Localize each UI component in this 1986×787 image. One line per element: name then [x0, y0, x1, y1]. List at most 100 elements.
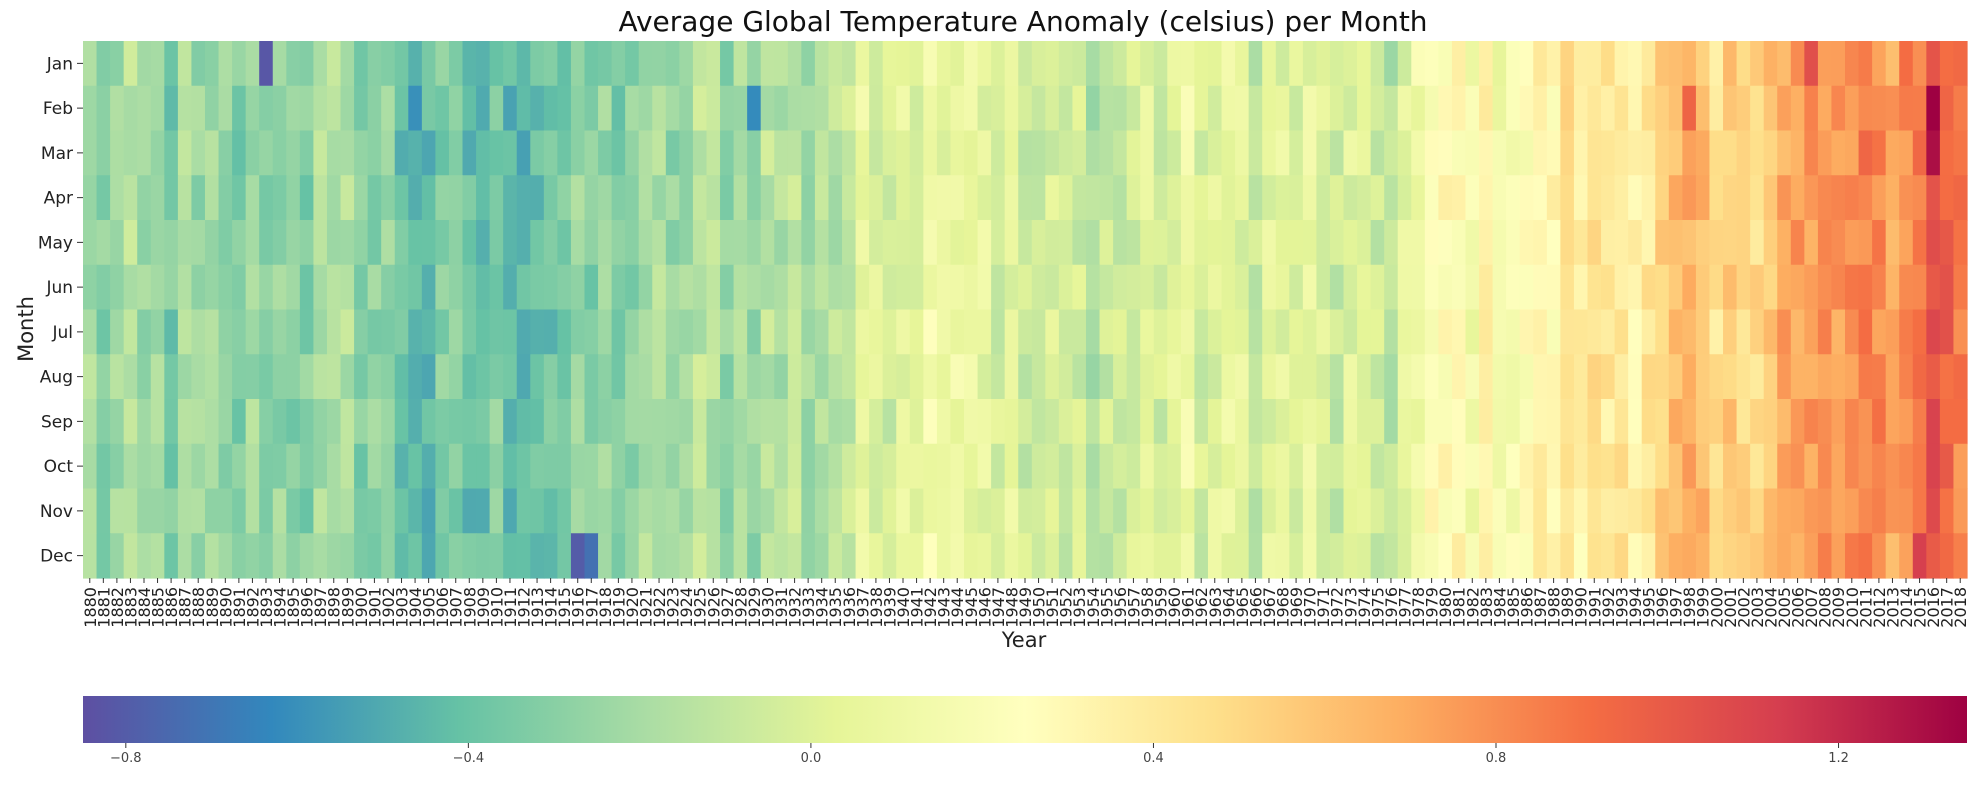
heat-cell — [96, 220, 111, 266]
heat-cell — [1750, 41, 1765, 87]
x-tick-label: 1996 — [1653, 587, 1672, 628]
heat-cell — [503, 488, 518, 534]
heat-cell — [1045, 130, 1060, 176]
heat-cell — [313, 130, 328, 176]
heat-cell — [1573, 264, 1589, 311]
heat-cell — [435, 41, 450, 87]
heat-cell — [1004, 85, 1019, 132]
heat-cell — [747, 309, 762, 355]
heat-cell — [801, 309, 816, 355]
heat-cell — [191, 309, 206, 355]
heat-cell — [869, 443, 884, 490]
heat-cell — [665, 399, 680, 445]
x-tick-label: 1929 — [745, 587, 764, 628]
heat-cell — [598, 41, 613, 87]
heat-cell — [720, 264, 735, 311]
heat-cell — [665, 85, 680, 132]
heat-cell — [1194, 130, 1209, 176]
heat-cell — [1180, 399, 1196, 445]
heat-cell — [96, 533, 111, 579]
x-tick-label: 1912 — [515, 587, 534, 628]
heat-cell — [557, 175, 572, 221]
heat-cell — [1045, 443, 1060, 490]
heat-cell — [1451, 175, 1467, 221]
heat-cell — [1004, 443, 1019, 490]
x-tick-label: 1956 — [1111, 587, 1130, 628]
heat-cell — [706, 533, 721, 579]
heat-cell — [1153, 175, 1168, 221]
heat-cell — [340, 220, 355, 266]
heat-cell — [1614, 309, 1629, 355]
heat-cell — [1858, 41, 1873, 87]
heat-cell — [1601, 264, 1616, 311]
heat-cell — [1329, 85, 1345, 132]
heat-cell — [679, 399, 694, 445]
heat-cell — [814, 85, 830, 132]
y-tick-label: Aug — [40, 368, 73, 388]
heat-cell — [584, 488, 599, 534]
heat-cell — [177, 85, 193, 132]
heat-cell — [326, 399, 342, 445]
heat-cell — [123, 354, 138, 400]
heat-cell — [1072, 41, 1087, 87]
heat-cell — [1533, 85, 1548, 132]
heat-cell — [1912, 309, 1927, 355]
heat-cell — [1736, 175, 1751, 221]
heat-cell — [1790, 130, 1805, 176]
heat-cell — [1126, 309, 1141, 355]
heat-cell — [1126, 399, 1141, 445]
heat-cell — [1845, 220, 1860, 266]
heat-cell — [1045, 175, 1060, 221]
heat-cell — [1573, 130, 1589, 176]
heat-cell — [462, 488, 477, 534]
heat-cell — [1058, 175, 1074, 221]
heat-cell — [936, 399, 952, 445]
heat-cell — [977, 130, 992, 176]
heat-cell — [1601, 130, 1616, 176]
heat-cell — [1519, 399, 1534, 445]
heat-cell — [313, 533, 328, 579]
heat-cell — [1492, 488, 1507, 534]
heat-cell — [1655, 220, 1670, 266]
heat-cell — [272, 443, 287, 490]
heat-cell — [1899, 533, 1914, 579]
heat-cell — [1750, 354, 1765, 400]
heat-cell — [123, 264, 138, 311]
heat-cell — [367, 399, 382, 445]
heat-cell — [1099, 130, 1114, 176]
heat-cell — [476, 533, 491, 579]
heat-cell — [1519, 85, 1534, 132]
heat-cell — [164, 443, 179, 490]
heat-cell — [476, 130, 491, 176]
heat-cell — [123, 488, 138, 534]
heat-cell — [1695, 85, 1711, 132]
heat-cell — [584, 399, 599, 445]
heat-cell — [747, 41, 762, 87]
heat-cell — [638, 175, 653, 221]
heat-cell — [936, 533, 952, 579]
heat-cell — [313, 175, 328, 221]
heat-cell — [286, 41, 301, 87]
heat-cell — [1655, 443, 1670, 490]
heat-cell — [665, 175, 680, 221]
heat-cell — [1777, 533, 1792, 579]
heat-cell — [286, 488, 301, 534]
heat-cell — [1099, 220, 1114, 266]
heat-cell — [462, 85, 477, 132]
heat-cell — [991, 533, 1006, 579]
heat-cell — [936, 41, 952, 87]
heat-cell — [747, 354, 762, 400]
heat-cell — [530, 85, 545, 132]
heat-cell — [1682, 488, 1697, 534]
heat-cell — [1140, 399, 1155, 445]
heat-cell — [1682, 175, 1697, 221]
heat-cell — [1085, 175, 1101, 221]
heat-cell — [882, 443, 897, 490]
heat-cell — [530, 264, 545, 311]
heat-cell — [774, 533, 789, 579]
heat-cell — [1465, 399, 1480, 445]
heat-cell — [408, 264, 423, 311]
heat-cell — [1506, 533, 1521, 579]
heat-cell — [299, 309, 315, 355]
heat-cell — [1370, 41, 1385, 87]
